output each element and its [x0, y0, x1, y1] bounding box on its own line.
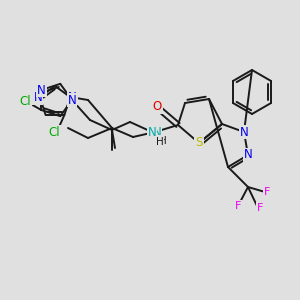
Text: N: N: [240, 125, 248, 139]
Text: N: N: [68, 94, 76, 106]
Text: F: F: [257, 203, 263, 213]
Text: N: N: [244, 148, 252, 161]
Text: N: N: [33, 91, 42, 103]
Text: O: O: [152, 100, 162, 113]
Text: F: F: [235, 201, 241, 211]
Text: N: N: [37, 83, 46, 97]
Text: N: N: [148, 125, 156, 139]
Text: Cl: Cl: [49, 126, 60, 140]
Text: H: H: [156, 137, 164, 147]
Text: N: N: [68, 91, 76, 103]
Text: N: N: [153, 125, 161, 139]
Text: Cl: Cl: [20, 95, 31, 109]
Text: S: S: [195, 136, 203, 149]
Text: H: H: [159, 136, 167, 146]
Text: F: F: [264, 187, 270, 197]
